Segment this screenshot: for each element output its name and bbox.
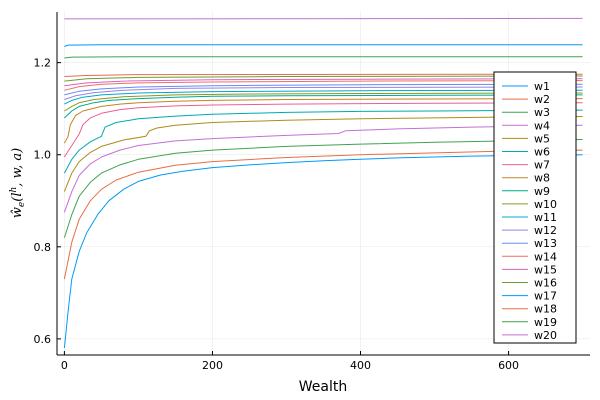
legend-label-w20: w20 xyxy=(534,329,557,342)
series-lines xyxy=(63,17,583,349)
legend-label-w16: w16 xyxy=(534,277,557,290)
legend-label-w10: w10 xyxy=(534,198,557,211)
x-tick-label: 600 xyxy=(498,359,519,372)
series-line-w18 xyxy=(64,73,583,77)
x-tick-label: 400 xyxy=(350,359,371,372)
series-line-w5 xyxy=(63,116,583,192)
series-line-w15 xyxy=(64,78,583,87)
legend-label-w19: w19 xyxy=(534,316,557,329)
series-line-w4 xyxy=(63,124,583,213)
legend: w1w2w3w4w5w6w7w8w9w10w11w12w13w14w15w16w… xyxy=(493,71,577,344)
x-tick-label: 0 xyxy=(61,359,68,372)
grid xyxy=(57,12,590,355)
y-axis-title-args-open: (l xyxy=(10,193,25,202)
series-line-w1 xyxy=(63,154,583,349)
legend-label-w9: w9 xyxy=(534,185,550,198)
y-axis-title-superscript: h xyxy=(9,187,19,193)
series-line-w10 xyxy=(64,92,583,112)
x-axis-title: Wealth xyxy=(299,379,347,395)
y-axis-title-main: ŵ xyxy=(10,207,25,218)
series-line-w2 xyxy=(63,149,583,280)
series-line-w12 xyxy=(64,86,583,100)
legend-label-w5: w5 xyxy=(534,132,550,145)
y-axis-title-subscript: e xyxy=(17,202,27,207)
legend-label-w7: w7 xyxy=(534,159,550,172)
legend-label-w18: w18 xyxy=(534,303,557,316)
legend-label-w14: w14 xyxy=(534,250,557,263)
series-line-w11 xyxy=(64,89,583,105)
series-line-w6 xyxy=(63,109,583,174)
series-line-w9 xyxy=(64,94,583,119)
legend-label-w8: w8 xyxy=(534,172,550,185)
legend-box xyxy=(493,71,577,344)
x-tick-label: 200 xyxy=(202,359,223,372)
y-tick-label: 1.0 xyxy=(34,149,52,162)
legend-label-w11: w11 xyxy=(534,211,557,224)
series-line-w17 xyxy=(64,44,583,47)
legend-label-w1: w1 xyxy=(534,80,550,93)
ticks: 0 200 400 600 0.6 0.8 1.0 1.2 xyxy=(34,57,520,372)
legend-label-w12: w12 xyxy=(534,224,557,237)
y-tick-label: 0.8 xyxy=(34,241,52,254)
series-line-w20 xyxy=(64,17,583,20)
y-axis-title: ŵe(lh, w, a) xyxy=(9,148,27,218)
legend-label-w13: w13 xyxy=(534,237,557,250)
series-line-w19 xyxy=(64,56,583,59)
series-line-w8 xyxy=(63,98,583,144)
series-line-w13 xyxy=(64,83,583,96)
series-line-w16 xyxy=(64,75,583,82)
legend-label-w2: w2 xyxy=(534,93,550,106)
series-line-w3 xyxy=(63,139,583,238)
legend-label-w6: w6 xyxy=(534,146,550,159)
y-tick-label: 0.6 xyxy=(34,333,52,346)
legend-label-w15: w15 xyxy=(534,263,557,276)
axes xyxy=(56,12,590,356)
legend-label-w17: w17 xyxy=(534,290,557,303)
legend-label-w3: w3 xyxy=(534,106,550,119)
legend-label-w4: w4 xyxy=(534,119,550,132)
series-line-w14 xyxy=(64,80,583,91)
y-axis-title-args-close: , w, a) xyxy=(10,148,25,187)
y-tick-label: 1.2 xyxy=(34,57,52,70)
series-line-w7 xyxy=(63,102,583,158)
